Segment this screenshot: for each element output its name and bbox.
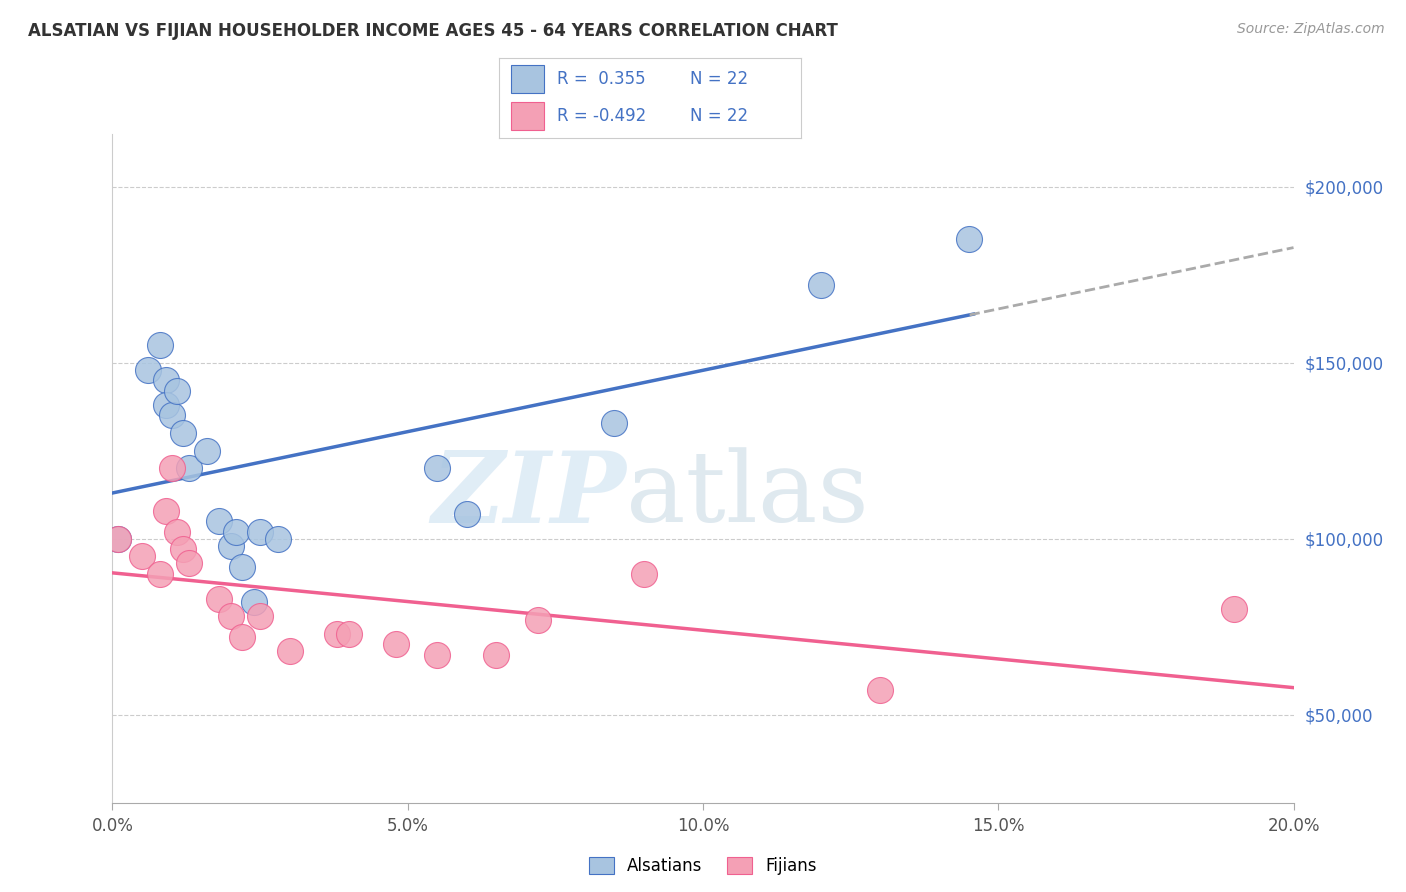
Point xyxy=(225,524,247,539)
Point xyxy=(957,232,980,246)
Point xyxy=(603,416,626,430)
Point xyxy=(249,609,271,624)
Text: N = 22: N = 22 xyxy=(689,70,748,88)
Point xyxy=(136,362,159,376)
Point xyxy=(179,557,201,571)
Point xyxy=(160,461,183,475)
Point xyxy=(208,514,231,528)
Point xyxy=(485,648,508,662)
Text: atlas: atlas xyxy=(626,447,869,543)
Point xyxy=(155,373,177,387)
Point xyxy=(278,644,301,658)
Point xyxy=(172,542,194,557)
Point xyxy=(149,566,172,581)
Text: ALSATIAN VS FIJIAN HOUSEHOLDER INCOME AGES 45 - 64 YEARS CORRELATION CHART: ALSATIAN VS FIJIAN HOUSEHOLDER INCOME AG… xyxy=(28,22,838,40)
Legend: Alsatians, Fijians: Alsatians, Fijians xyxy=(582,850,824,881)
Point xyxy=(526,613,548,627)
Point xyxy=(326,627,349,641)
Point xyxy=(149,338,172,352)
Text: R = -0.492: R = -0.492 xyxy=(557,107,645,125)
Text: R =  0.355: R = 0.355 xyxy=(557,70,645,88)
Point xyxy=(231,630,253,644)
FancyBboxPatch shape xyxy=(512,103,544,130)
FancyBboxPatch shape xyxy=(512,65,544,94)
Point xyxy=(179,461,201,475)
Point xyxy=(426,648,449,662)
Point xyxy=(810,278,832,293)
Point xyxy=(633,566,655,581)
Point xyxy=(385,637,408,651)
Point xyxy=(456,507,478,521)
Point xyxy=(155,503,177,517)
Point xyxy=(107,532,129,546)
Point xyxy=(195,443,218,458)
Point xyxy=(249,524,271,539)
Point xyxy=(219,539,242,553)
Point xyxy=(131,549,153,564)
Point xyxy=(172,426,194,441)
Point xyxy=(166,524,188,539)
Point xyxy=(160,409,183,423)
Point xyxy=(1223,602,1246,616)
Point xyxy=(107,532,129,546)
Point xyxy=(208,591,231,606)
Point xyxy=(869,683,891,698)
Point xyxy=(337,627,360,641)
Text: Source: ZipAtlas.com: Source: ZipAtlas.com xyxy=(1237,22,1385,37)
Text: N = 22: N = 22 xyxy=(689,107,748,125)
Point xyxy=(267,532,290,546)
Text: ZIP: ZIP xyxy=(432,447,626,543)
Point xyxy=(243,595,266,609)
Point xyxy=(426,461,449,475)
Point xyxy=(219,609,242,624)
Point xyxy=(155,398,177,412)
Point xyxy=(231,560,253,574)
Point xyxy=(166,384,188,398)
